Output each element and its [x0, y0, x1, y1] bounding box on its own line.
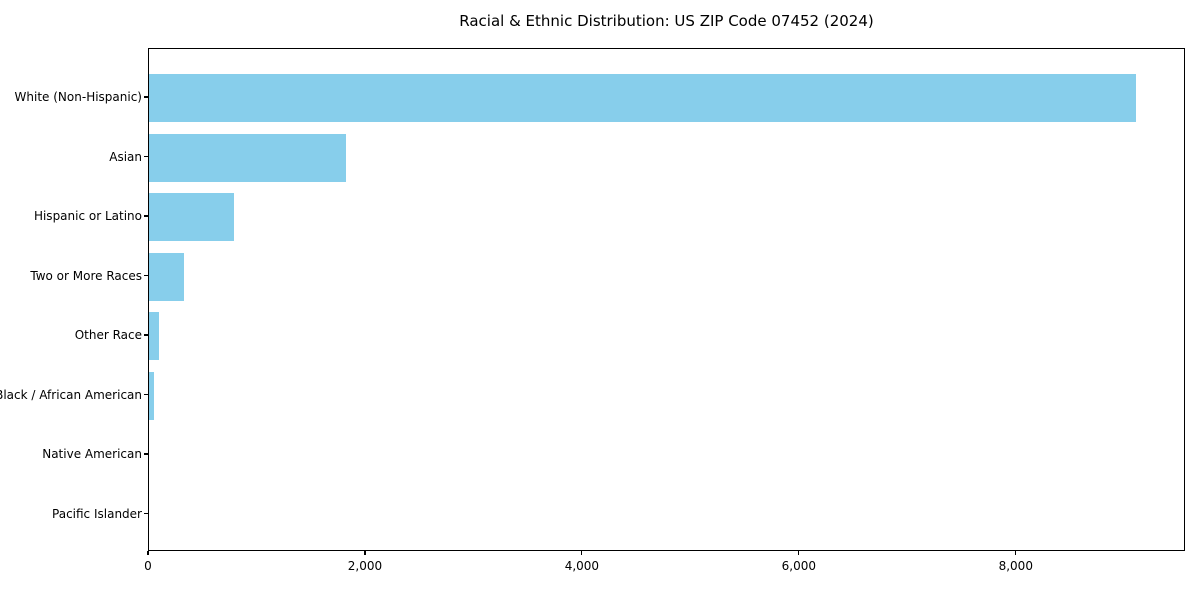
x-tick-label: 2,000	[347, 559, 383, 573]
x-tick-label: 4,000	[564, 559, 600, 573]
x-tick-mark	[1015, 551, 1017, 555]
bar-two-or-more-races	[149, 252, 184, 301]
y-tick-mark	[144, 274, 148, 277]
bar-other-race	[149, 312, 159, 360]
x-tick-mark	[147, 551, 149, 555]
y-tick-label: Asian	[109, 149, 142, 164]
y-tick-label: Other Race	[74, 328, 142, 342]
y-tick-label: White (Non-Hispanic)	[14, 90, 142, 104]
y-tick-mark	[144, 215, 148, 217]
plot-area	[148, 48, 1185, 551]
y-tick-label: Native American	[42, 447, 142, 461]
y-tick-mark	[144, 334, 148, 336]
bar-black-african-american	[149, 371, 154, 420]
y-tick-mark	[144, 393, 148, 396]
y-tick-mark	[144, 96, 148, 98]
y-tick-mark	[144, 453, 148, 455]
y-tick-mark	[144, 155, 148, 158]
y-tick-label: Hispanic or Latino	[33, 209, 142, 223]
y-tick-mark	[144, 512, 148, 515]
bar-asian	[149, 133, 347, 182]
y-tick-label: Two or More Races	[30, 268, 142, 283]
x-tick-mark	[364, 551, 366, 555]
chart-title: Racial & Ethnic Distribution: US ZIP Cod…	[459, 12, 874, 30]
y-tick-label: Black / African American	[0, 387, 142, 402]
x-tick-label: 6,000	[781, 559, 817, 573]
x-tick-label: 0	[144, 559, 152, 573]
x-tick-mark	[581, 551, 583, 555]
bar-hispanic-or-latino	[149, 193, 235, 241]
y-tick-label: Pacific Islander	[52, 506, 142, 521]
bar-white-non-hispanic	[149, 74, 1137, 122]
x-tick-mark	[798, 551, 800, 555]
x-tick-label: 8,000	[998, 559, 1033, 573]
